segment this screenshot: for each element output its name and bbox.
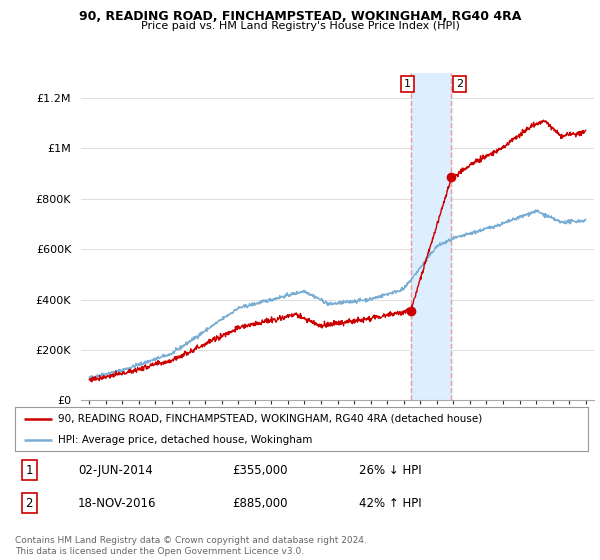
Text: 42% ↑ HPI: 42% ↑ HPI [359, 497, 421, 510]
Text: Contains HM Land Registry data © Crown copyright and database right 2024.
This d: Contains HM Land Registry data © Crown c… [15, 536, 367, 556]
Text: £885,000: £885,000 [233, 497, 288, 510]
Text: 18-NOV-2016: 18-NOV-2016 [78, 497, 157, 510]
Text: 90, READING ROAD, FINCHAMPSTEAD, WOKINGHAM, RG40 4RA (detached house): 90, READING ROAD, FINCHAMPSTEAD, WOKINGH… [58, 414, 482, 424]
Text: 2: 2 [456, 80, 463, 89]
Bar [410, 73, 451, 400]
Text: 02-JUN-2014: 02-JUN-2014 [78, 464, 153, 477]
Text: HPI: Average price, detached house, Wokingham: HPI: Average price, detached house, Woki… [58, 435, 313, 445]
Text: Price paid vs. HM Land Registry's House Price Index (HPI): Price paid vs. HM Land Registry's House … [140, 21, 460, 31]
Text: £355,000: £355,000 [233, 464, 288, 477]
Text: 26% ↓ HPI: 26% ↓ HPI [359, 464, 421, 477]
Text: 90, READING ROAD, FINCHAMPSTEAD, WOKINGHAM, RG40 4RA: 90, READING ROAD, FINCHAMPSTEAD, WOKINGH… [79, 10, 521, 23]
Text: 2: 2 [26, 497, 33, 510]
Text: 1: 1 [404, 80, 411, 89]
Text: 1: 1 [26, 464, 33, 477]
